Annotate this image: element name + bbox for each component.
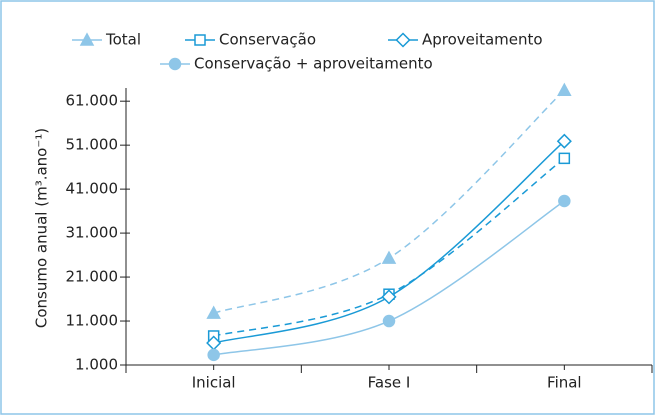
y-axis-label: Consumo anual (m³.ano⁻¹) (33, 128, 51, 328)
point (206, 305, 221, 319)
y-tick-label: 31.000 (66, 224, 119, 242)
point (557, 82, 572, 96)
x-tick-label: Inicial (192, 374, 236, 392)
y-tick-label: 21.000 (66, 268, 119, 286)
legend-label: Conservação + aproveitamento (194, 55, 433, 73)
x-tick-label: Fase I (368, 374, 411, 392)
y-tick-label: 41.000 (66, 180, 119, 198)
point (381, 289, 397, 305)
y-tick-label: 1.000 (75, 356, 118, 374)
point (558, 152, 571, 165)
y-tick-label: 61.000 (66, 92, 119, 110)
legend-label: Conservação (219, 31, 316, 49)
legend-label: Total (105, 31, 141, 49)
y-tick-label: 11.000 (66, 312, 119, 330)
legend-marker (79, 32, 95, 46)
x-tick-label: Final (547, 374, 582, 392)
legend-marker (168, 57, 182, 71)
legend-marker (194, 34, 206, 46)
point (556, 133, 572, 149)
legend-marker (395, 32, 411, 48)
y-tick-label: 51.000 (66, 136, 119, 154)
point (382, 314, 396, 328)
point (207, 348, 220, 362)
point (381, 250, 397, 264)
legend-label: Aproveitamento (422, 31, 543, 49)
point (558, 194, 571, 208)
